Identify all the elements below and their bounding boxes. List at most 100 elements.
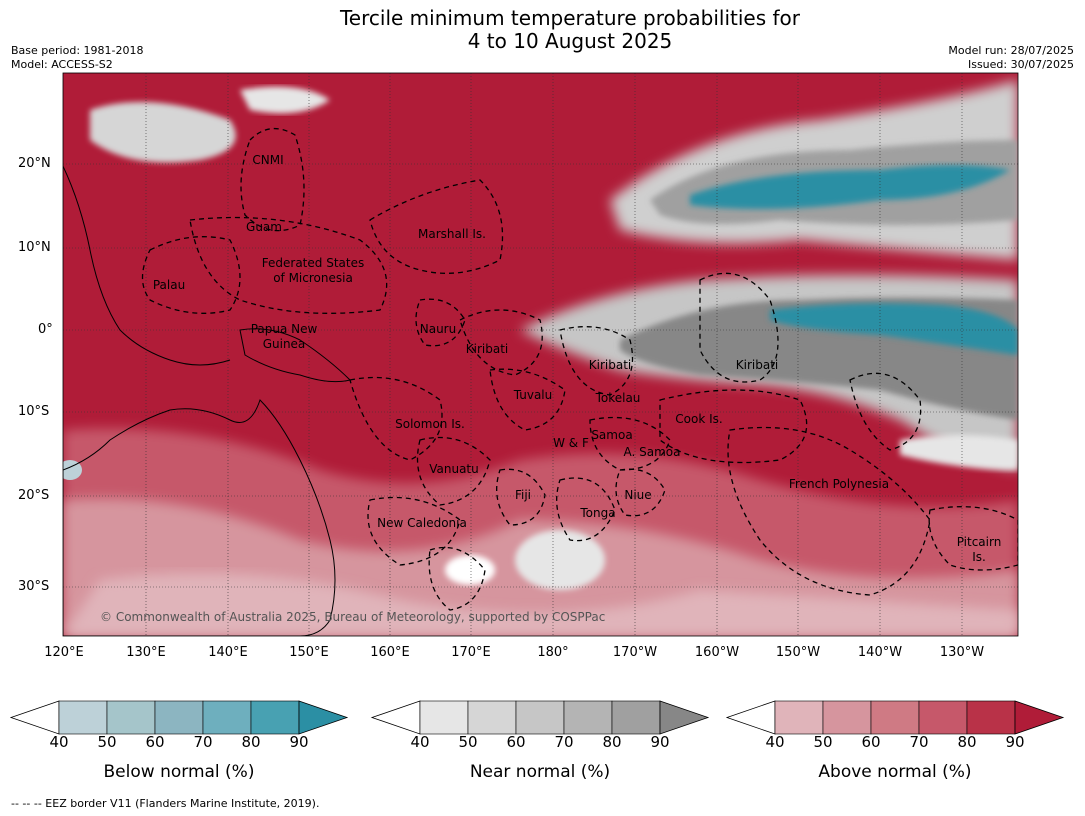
australia-coast bbox=[63, 399, 336, 636]
lat-label-10s: 10°S bbox=[18, 404, 50, 419]
near-colorbar-tick: 60 bbox=[506, 733, 526, 751]
lon-label-180: 180° bbox=[537, 645, 569, 660]
place-kiribati-west: Kiribati bbox=[466, 342, 508, 356]
title-line-1: Tercile minimum temperature probabilitie… bbox=[339, 6, 801, 30]
above-colorbar-tick: 50 bbox=[813, 733, 833, 751]
lat-label-20n: 20°N bbox=[18, 156, 51, 171]
place-tokelau: Tokelau bbox=[595, 391, 641, 405]
eez-footnote: -- -- -- EEZ border V11 (Flanders Marine… bbox=[11, 797, 320, 810]
above-colorbar-tick: 40 bbox=[765, 733, 785, 751]
south-white-patch bbox=[445, 555, 495, 585]
near-colorbar-tick: 50 bbox=[458, 733, 478, 751]
place-cook: Cook Is. bbox=[675, 412, 722, 426]
near-colorbar-tick: 80 bbox=[602, 733, 622, 751]
near-colorbar-tick: 90 bbox=[650, 733, 670, 751]
nw-near-patch-2 bbox=[240, 86, 330, 114]
ne-below-band bbox=[690, 165, 1010, 209]
above-colorbar-segment bbox=[966, 700, 1016, 735]
place-new-caledonia: New Caledonia bbox=[377, 516, 467, 530]
near-colorbar-segment bbox=[419, 700, 469, 735]
place-marshall: Marshall Is. bbox=[418, 227, 486, 241]
above-colorbar-segment bbox=[870, 700, 920, 735]
near-colorbar-tick: 70 bbox=[554, 733, 574, 751]
below-colorbar-segment bbox=[154, 700, 204, 735]
below-colorbar-label: Below normal (%) bbox=[103, 762, 255, 782]
meta-left: Base period: 1981-2018 Model: ACCESS-S2 bbox=[11, 44, 143, 72]
below-colorbar-segment bbox=[202, 700, 252, 735]
lon-label-140w: 140°W bbox=[857, 645, 903, 660]
map-frame bbox=[62, 72, 1019, 637]
graticule bbox=[63, 73, 1018, 636]
place-nauru: Nauru bbox=[420, 322, 456, 336]
above-colorbar-tick: 80 bbox=[957, 733, 977, 751]
base-period: Base period: 1981-2018 bbox=[11, 44, 144, 57]
above-colorbar-segment bbox=[822, 700, 872, 735]
lon-label-160e: 160°E bbox=[370, 645, 410, 660]
above-colorbar-segment bbox=[774, 700, 824, 735]
eez-borders bbox=[141, 128, 1018, 611]
place-pitcairn-1: Pitcairn bbox=[957, 535, 1002, 549]
place-american-samoa: A. Samoa bbox=[624, 445, 681, 459]
below-colorbar-max-arrow bbox=[298, 700, 349, 735]
place-fiji: Fiji bbox=[515, 488, 531, 502]
near-colorbar-segment bbox=[563, 700, 613, 735]
eq-below-band bbox=[770, 303, 1018, 355]
place-vanuatu: Vanuatu bbox=[429, 462, 479, 476]
model-run: Model run: 28/07/2025 bbox=[948, 44, 1074, 57]
colorbars bbox=[9, 700, 1065, 735]
near-colorbar-label: Near normal (%) bbox=[469, 762, 611, 782]
se-near-patch bbox=[900, 435, 1018, 470]
lat-label-10n: 10°N bbox=[18, 240, 51, 255]
lat-label-20s: 20°S bbox=[18, 488, 50, 503]
place-guam: Guam bbox=[246, 220, 282, 234]
meta-right: Model run: 28/07/2025 Issued: 30/07/2025 bbox=[948, 44, 1074, 72]
below-colorbar-tick: 50 bbox=[97, 733, 117, 751]
above-colorbar-label: Above normal (%) bbox=[818, 762, 972, 782]
place-tonga: Tonga bbox=[579, 506, 615, 520]
sw-below-patch bbox=[63, 460, 82, 480]
place-palau: Palau bbox=[153, 278, 185, 292]
lat-label-30s: 30°S bbox=[18, 579, 50, 594]
place-solomon: Solomon Is. bbox=[395, 417, 465, 431]
above-colorbar-segment bbox=[918, 700, 968, 735]
above-colorbar-tick: 60 bbox=[861, 733, 881, 751]
issued-date: Issued: 30/07/2025 bbox=[967, 58, 1074, 71]
below-colorbar-segment bbox=[106, 700, 156, 735]
title-line-2: 4 to 10 August 2025 bbox=[467, 29, 673, 53]
place-wallis-futuna: W & F bbox=[553, 436, 589, 450]
below-colorbar-tick: 60 bbox=[145, 733, 165, 751]
below-colorbar-tick: 90 bbox=[289, 733, 309, 751]
near-colorbar-tick: 40 bbox=[410, 733, 430, 751]
south-region-40 bbox=[63, 573, 1018, 636]
place-niue: Niue bbox=[624, 488, 651, 502]
place-fsm-1: Federated States bbox=[262, 256, 364, 270]
place-cnmi: CNMI bbox=[252, 153, 283, 167]
place-french-polynesia: French Polynesia bbox=[789, 477, 889, 491]
above-colorbar-max-arrow bbox=[1014, 700, 1065, 735]
near-colorbar-segment bbox=[515, 700, 565, 735]
place-fsm-2: of Micronesia bbox=[273, 271, 353, 285]
lon-label-170w: 170°W bbox=[612, 645, 658, 660]
lon-label-160w: 160°W bbox=[694, 645, 740, 660]
near-colorbar-segment bbox=[467, 700, 517, 735]
above-colorbar-tick: 70 bbox=[909, 733, 929, 751]
model-name: Model: ACCESS-S2 bbox=[11, 58, 113, 71]
lon-label-150w: 150°W bbox=[775, 645, 821, 660]
lon-label-150e: 150°E bbox=[289, 645, 329, 660]
place-kiribati-east: Kiribati bbox=[736, 358, 778, 372]
probability-field bbox=[63, 73, 1018, 636]
lat-label-0: 0° bbox=[38, 322, 53, 337]
nw-near-patch bbox=[90, 102, 236, 163]
place-png-2: Guinea bbox=[263, 337, 306, 351]
philippines-indonesia-coast bbox=[63, 165, 231, 366]
place-kiribati-central: Kiribati bbox=[589, 358, 631, 372]
lon-label-130e: 130°E bbox=[126, 645, 166, 660]
copyright-notice: © Commonwealth of Australia 2025, Bureau… bbox=[100, 610, 605, 624]
place-pitcairn-2: Is. bbox=[972, 550, 986, 564]
lon-label-120e: 120°E bbox=[44, 645, 84, 660]
near-colorbar-max-arrow bbox=[659, 700, 710, 735]
above-colorbar-tick: 90 bbox=[1005, 733, 1025, 751]
lon-label-140e: 140°E bbox=[208, 645, 248, 660]
lon-label-130w: 130°W bbox=[939, 645, 985, 660]
